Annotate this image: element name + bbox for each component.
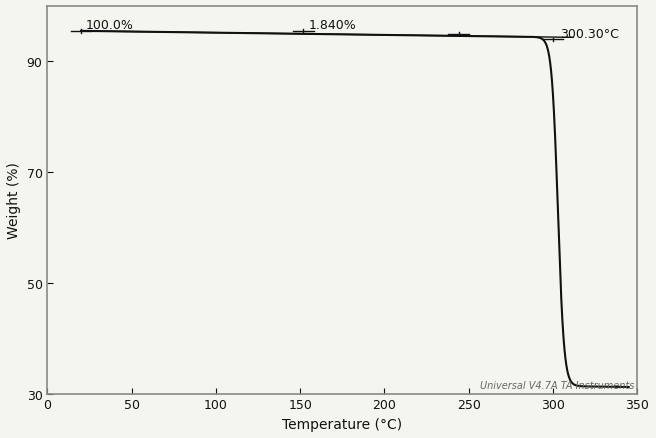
Text: 1.840%: 1.840% <box>308 19 356 32</box>
X-axis label: Temperature (°C): Temperature (°C) <box>282 417 402 431</box>
Text: Universal V4.7A TA Instruments: Universal V4.7A TA Instruments <box>480 380 634 390</box>
Text: 100.0%: 100.0% <box>86 19 134 32</box>
Text: 300.30°C: 300.30°C <box>560 28 619 41</box>
Y-axis label: Weight (%): Weight (%) <box>7 162 21 239</box>
